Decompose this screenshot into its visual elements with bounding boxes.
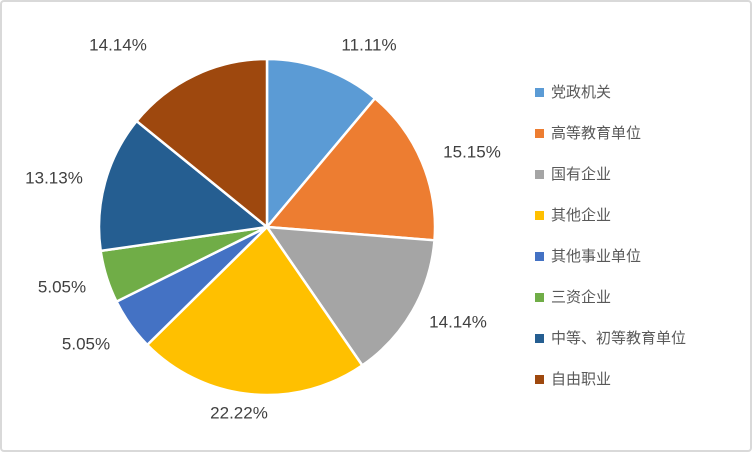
pie-slice-8: [135, 57, 269, 229]
pie-slice-2: [265, 97, 437, 242]
legend-marker-icon: [535, 169, 544, 179]
pie-slice-4: [146, 225, 364, 397]
legend-marker-icon: [535, 333, 544, 343]
legend-marker-icon: [535, 251, 544, 261]
pie-slice-3: [265, 225, 436, 367]
legend-label: 其他企业: [551, 206, 612, 224]
pie-slice-1: [265, 57, 377, 229]
legend-item-6: 三资企业: [535, 289, 686, 305]
legend-label: 中等、初等教育单位: [551, 329, 687, 347]
legend-item-7: 中等、初等教育单位: [535, 330, 686, 346]
legend-item-3: 国有企业: [535, 166, 686, 182]
legend-item-2: 高等教育单位: [535, 125, 686, 141]
legend-label: 国有企业: [551, 165, 612, 183]
legend-marker-icon: [535, 87, 544, 97]
legend-label: 高等教育单位: [551, 124, 642, 142]
legend-label: 党政机关: [551, 83, 612, 101]
legend: 党政机关高等教育单位 国有企业其他企业其他事业单位 三资企业中等、初等教育单位 自由职…: [535, 84, 686, 387]
legend-marker-icon: [535, 128, 544, 138]
legend-item-4: 其他企业: [535, 207, 686, 223]
pie-slice-7: [97, 119, 269, 253]
legend-label: 三资企业: [551, 288, 612, 306]
legend-label: 其他事业单位: [551, 247, 642, 265]
legend-marker-icon: [535, 374, 544, 384]
legend-item-8: 自由职业: [535, 371, 686, 387]
legend-item-1: 党政机关: [535, 84, 686, 100]
legend-marker-icon: [535, 210, 544, 220]
legend-label: 自由职业: [551, 370, 612, 388]
legend-marker-icon: [535, 292, 544, 302]
legend-item-5: 其他事业单位: [535, 248, 686, 264]
